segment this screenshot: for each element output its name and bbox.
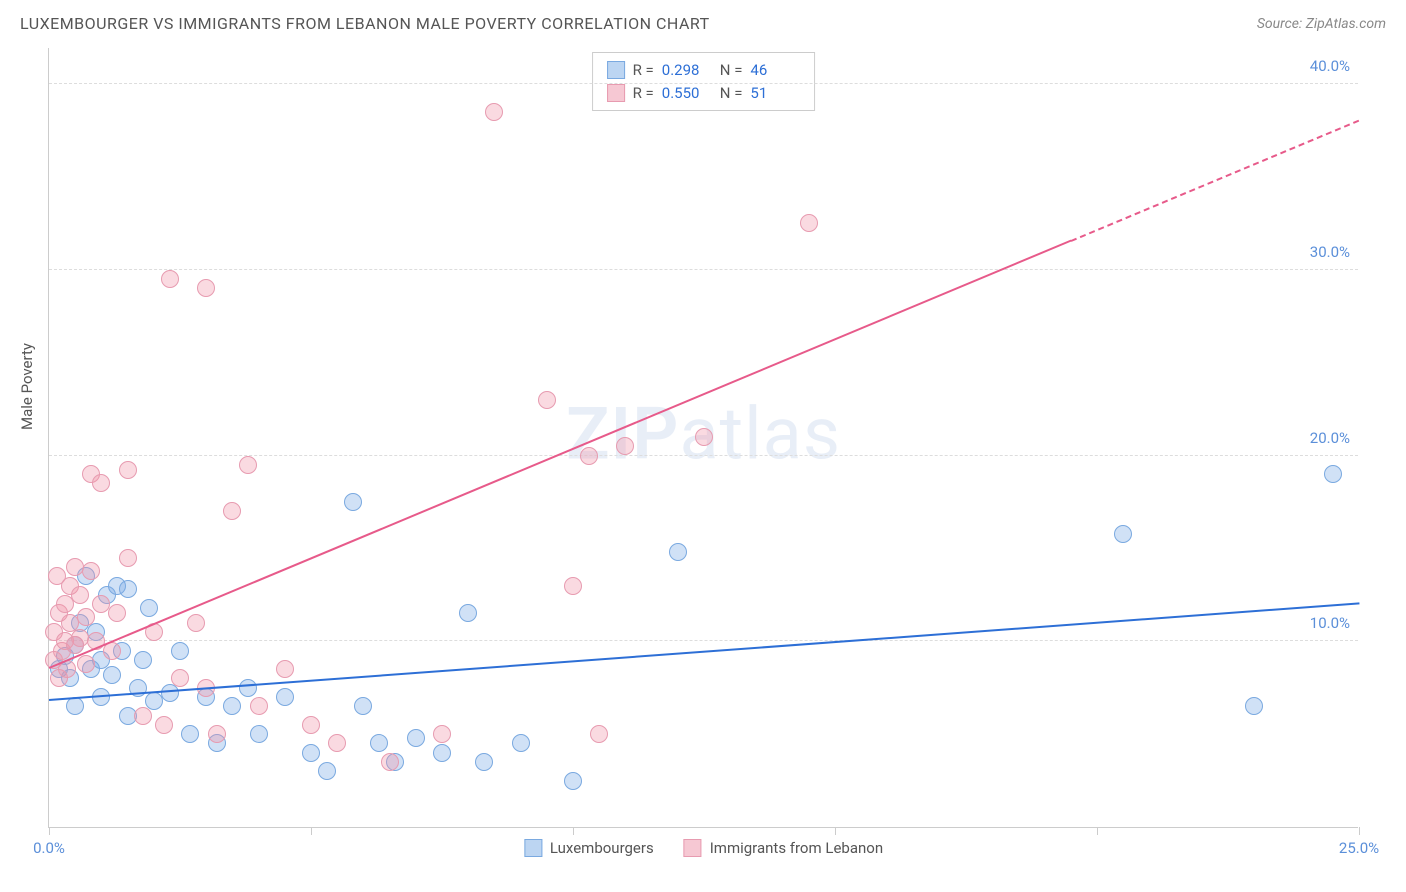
- scatter-point: [208, 725, 226, 743]
- y-tick-label: 10.0%: [1310, 614, 1350, 632]
- scatter-point: [407, 729, 425, 747]
- scatter-point: [82, 562, 100, 580]
- trend-line: [1070, 119, 1359, 241]
- scatter-point: [459, 604, 477, 622]
- scatter-point: [616, 437, 634, 455]
- scatter-point: [695, 428, 713, 446]
- trend-line: [49, 602, 1359, 701]
- scatter-point: [433, 744, 451, 762]
- scatter-point: [119, 580, 137, 598]
- scatter-point: [580, 447, 598, 465]
- scatter-point: [276, 660, 294, 678]
- stat-n-label: N =: [720, 82, 743, 105]
- scatter-point: [119, 461, 137, 479]
- legend-swatch: [607, 61, 625, 79]
- stat-n-value: 51: [750, 82, 800, 105]
- scatter-point: [276, 688, 294, 706]
- scatter-point: [66, 697, 84, 715]
- y-axis-label: Male Poverty: [18, 343, 36, 430]
- scatter-point: [223, 697, 241, 715]
- scatter-point: [103, 666, 121, 684]
- scatter-point: [564, 772, 582, 790]
- legend-swatch: [607, 84, 625, 102]
- scatter-point: [318, 762, 336, 780]
- scatter-point: [171, 642, 189, 660]
- scatter-point: [181, 725, 199, 743]
- scatter-point: [161, 270, 179, 288]
- scatter-point: [1245, 697, 1263, 715]
- stat-r-label: R =: [633, 82, 654, 105]
- x-tick: [835, 827, 836, 835]
- scatter-point: [239, 679, 257, 697]
- x-tick-label: 0.0%: [33, 839, 65, 857]
- scatter-point: [590, 725, 608, 743]
- scatter-point: [197, 279, 215, 297]
- y-tick-label: 40.0%: [1310, 57, 1350, 75]
- x-tick: [311, 827, 312, 835]
- scatter-point: [381, 753, 399, 771]
- stat-n-value: 46: [750, 59, 800, 82]
- scatter-point: [433, 725, 451, 743]
- gridline-horizontal: [49, 83, 1358, 84]
- legend-swatch: [684, 839, 702, 857]
- x-tick: [1359, 827, 1360, 835]
- scatter-point: [223, 502, 241, 520]
- scatter-point: [1114, 525, 1132, 543]
- scatter-point: [71, 586, 89, 604]
- gridline-horizontal: [49, 640, 1358, 641]
- scatter-point: [239, 456, 257, 474]
- x-tick-label: 25.0%: [1339, 839, 1379, 857]
- scatter-point: [77, 608, 95, 626]
- scatter-point: [538, 391, 556, 409]
- stat-n-label: N =: [720, 59, 743, 82]
- scatter-point: [485, 103, 503, 121]
- scatter-point: [92, 474, 110, 492]
- chart-title: LUXEMBOURGER VS IMMIGRANTS FROM LEBANON …: [20, 14, 710, 33]
- scatter-point: [669, 543, 687, 561]
- y-tick-label: 30.0%: [1310, 243, 1350, 261]
- bottom-legend: Luxembourgers Immigrants from Lebanon: [524, 839, 883, 857]
- scatter-point: [800, 214, 818, 232]
- scatter-point: [328, 734, 346, 752]
- legend-label: Immigrants from Lebanon: [710, 839, 883, 857]
- x-tick: [1097, 827, 1098, 835]
- stats-row: R = 0.298 N = 46: [607, 59, 801, 82]
- scatter-point: [250, 725, 268, 743]
- scatter-point: [354, 697, 372, 715]
- scatter-point: [119, 549, 137, 567]
- legend-swatch: [524, 839, 542, 857]
- legend-label: Luxembourgers: [550, 839, 654, 857]
- scatter-point: [77, 655, 95, 673]
- stat-r-value: 0.550: [662, 82, 712, 105]
- scatter-point: [171, 669, 189, 687]
- source-attribution: Source: ZipAtlas.com: [1257, 16, 1386, 32]
- scatter-point: [108, 604, 126, 622]
- scatter-point: [140, 599, 158, 617]
- scatter-point: [512, 734, 530, 752]
- scatter-point: [370, 734, 388, 752]
- legend-item: Luxembourgers: [524, 839, 654, 857]
- scatter-point: [134, 651, 152, 669]
- stat-r-label: R =: [633, 59, 654, 82]
- scatter-chart: ZIPatlas R =0.298N =46R =0.550N =51 Luxe…: [48, 48, 1358, 828]
- scatter-point: [134, 707, 152, 725]
- gridline-horizontal: [49, 269, 1358, 270]
- scatter-point: [564, 577, 582, 595]
- legend-item: Immigrants from Lebanon: [684, 839, 883, 857]
- stats-legend-box: R = 0.298 N = 46 R = 0.550 N = 51: [592, 52, 816, 111]
- y-tick-label: 20.0%: [1310, 429, 1350, 447]
- x-tick: [49, 827, 50, 835]
- scatter-point: [161, 684, 179, 702]
- stat-r-value: 0.298: [662, 59, 712, 82]
- stats-row: R = 0.550 N = 51: [607, 82, 801, 105]
- scatter-point: [475, 753, 493, 771]
- scatter-point: [187, 614, 205, 632]
- scatter-point: [302, 744, 320, 762]
- scatter-point: [250, 697, 268, 715]
- scatter-point: [344, 493, 362, 511]
- scatter-point: [1324, 465, 1342, 483]
- scatter-point: [302, 716, 320, 734]
- x-tick: [573, 827, 574, 835]
- scatter-point: [155, 716, 173, 734]
